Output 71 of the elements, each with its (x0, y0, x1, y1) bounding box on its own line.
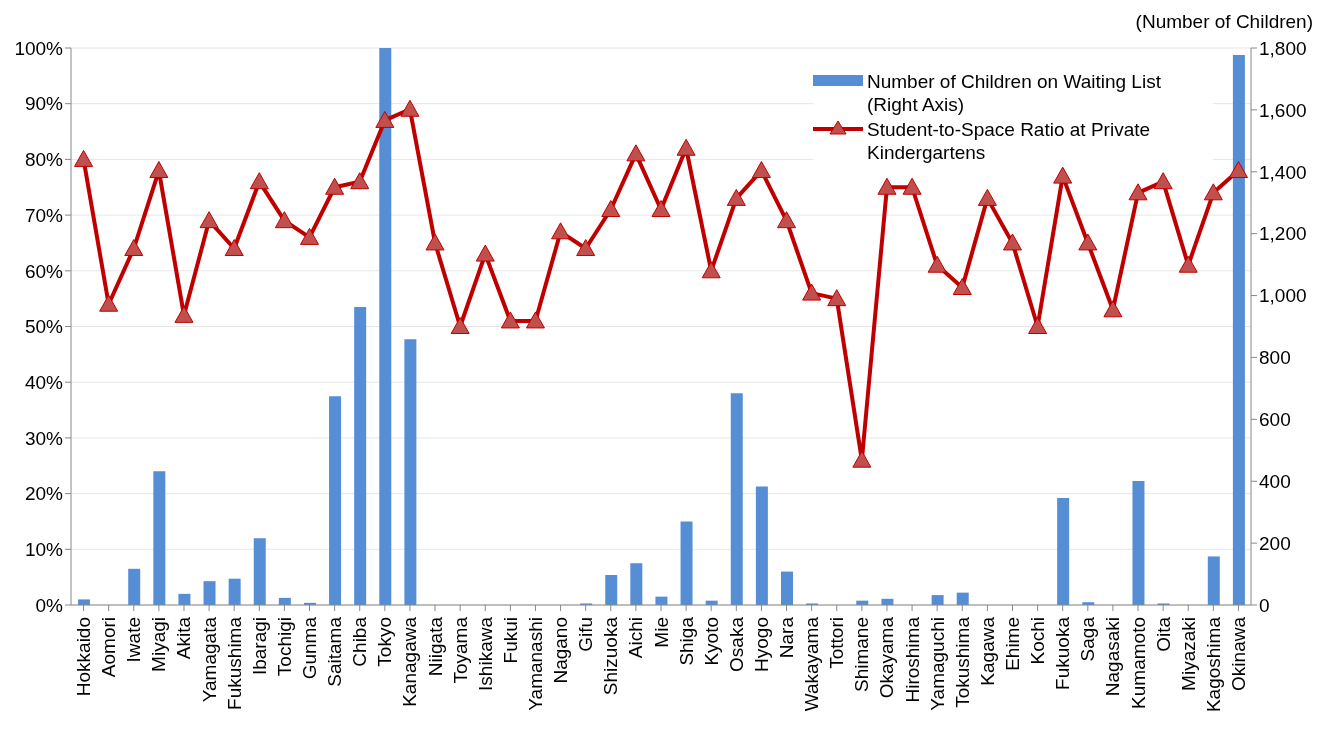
legend-label: Number of Children on Waiting List (Right Axis) (867, 70, 1162, 116)
x-tick-label: Hokkaido (73, 617, 95, 697)
x-tick-label: Saitama (324, 616, 346, 687)
y2-tick-label: 1,600 (1259, 99, 1307, 121)
y-tick-label: 40% (24, 371, 64, 393)
y2-tick-label: 600 (1259, 409, 1291, 431)
x-tick-label: Niigata (424, 616, 446, 677)
x-tick-label: Shiga (675, 616, 697, 666)
x-tick-label: Shimane (851, 617, 873, 692)
x-tick-label: Tottori (826, 617, 848, 669)
x-tick-label: Mie (650, 617, 672, 648)
x-tick-label: Toyama (449, 616, 471, 684)
x-tick-label: Tokushima (951, 616, 973, 708)
x-tick-label: Kumamoto (1127, 617, 1149, 709)
x-tick-label: Iwate (123, 617, 145, 663)
y-tick-label: 80% (24, 149, 64, 171)
x-tick-label: Yamaguchi (926, 617, 948, 711)
x-tick-label: Shizuoka (600, 616, 622, 696)
x-tick-label: Kochi (1027, 617, 1049, 665)
x-tick-label: Tokyo (374, 617, 396, 667)
y-tick-label: 70% (24, 204, 64, 226)
x-tick-label: Gifu (575, 617, 597, 652)
x-tick-label: Osaka (725, 616, 747, 672)
x-tick-label: Nagano (550, 617, 572, 684)
x-tick-label: Nagasaki (1102, 617, 1124, 697)
x-tick-label: Fukuoka (1052, 616, 1074, 690)
x-tick-label: Okinawa (1227, 616, 1249, 691)
y2-tick-label: 1,200 (1259, 223, 1307, 245)
x-tick-label: Yamagata (198, 616, 220, 703)
x-tick-label: Saga (1077, 616, 1099, 662)
y-tick-label: 30% (24, 427, 64, 449)
x-tick-label: Fukushima (223, 616, 245, 710)
y2-tick-label: 800 (1259, 347, 1291, 369)
y2-axis-title: (Number of Children) (1135, 11, 1313, 32)
x-tick-label: Miyazaki (1177, 617, 1199, 691)
x-tick-label: Fukui (499, 617, 521, 664)
x-tick-label: Ishikawa (474, 616, 496, 691)
x-tick-label: Chiba (349, 616, 371, 667)
y-tick-label: 100% (14, 37, 64, 59)
y2-tick-label: 200 (1259, 532, 1291, 554)
x-tick-label: Aomori (98, 617, 120, 678)
y-tick-label: 20% (24, 483, 64, 505)
x-tick-label: Okayama (876, 616, 898, 699)
x-tick-label: Kagoshima (1202, 616, 1224, 713)
y-tick-label: 60% (24, 260, 64, 282)
y2-tick-label: 400 (1259, 470, 1291, 492)
y2-tick-label: 1,400 (1259, 161, 1307, 183)
x-tick-label: Akita (173, 616, 195, 660)
x-tick-label: Ehime (1001, 617, 1023, 671)
x-tick-label: Hiroshima (901, 616, 923, 703)
x-tick-label: Tochigi (273, 617, 295, 677)
x-tick-label: Oita (1152, 616, 1174, 652)
x-tick-label: Kyoto (700, 617, 722, 666)
y2-tick-label: 1,000 (1259, 285, 1307, 307)
y2-tick-label: 0 (1259, 594, 1270, 616)
y2-tick-label: 1,800 (1259, 37, 1307, 59)
x-tick-label: Kagawa (976, 616, 998, 686)
y-tick-label: 90% (24, 93, 64, 115)
legend-label: Student-to-Space Ratio at Private Kindergartens (867, 118, 1152, 164)
y-tick-label: 50% (24, 316, 64, 338)
x-tick-label: Kanagawa (399, 616, 421, 707)
x-tick-label: Wakayama (801, 616, 823, 712)
x-tick-label: Hyogo (750, 617, 772, 672)
x-tick-label: Nara (776, 616, 798, 659)
x-tick-label: Miyagi (148, 617, 170, 672)
x-tick-label: Aichi (625, 617, 647, 659)
y-tick-label: 10% (24, 539, 64, 561)
x-tick-label: Yamanashi (524, 617, 546, 711)
x-tick-label: Ibaragi (248, 617, 270, 676)
x-tick-label: Gunma (299, 616, 321, 680)
y-tick-label: 0% (35, 594, 64, 616)
